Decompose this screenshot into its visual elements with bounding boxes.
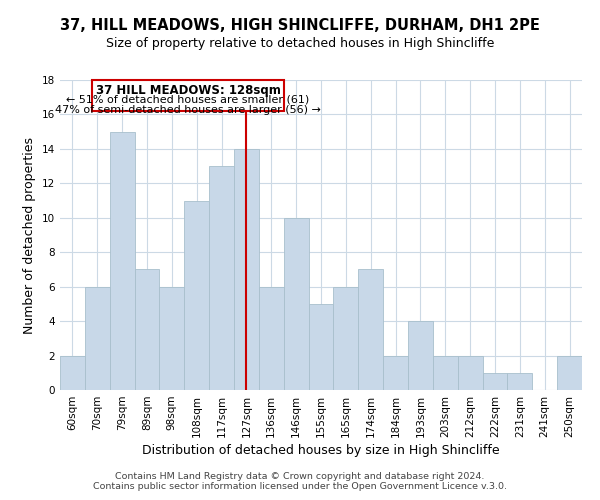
Bar [508,373,532,390]
Bar [433,356,458,390]
FancyBboxPatch shape [92,80,284,111]
Bar [85,286,110,390]
Text: ← 51% of detached houses are smaller (61): ← 51% of detached houses are smaller (61… [67,94,310,104]
Bar [557,356,582,390]
Bar [234,149,259,390]
Text: 37, HILL MEADOWS, HIGH SHINCLIFFE, DURHAM, DH1 2PE: 37, HILL MEADOWS, HIGH SHINCLIFFE, DURHA… [60,18,540,32]
Bar [284,218,308,390]
Y-axis label: Number of detached properties: Number of detached properties [23,136,37,334]
Bar [383,356,408,390]
Bar [308,304,334,390]
Bar [209,166,234,390]
Text: 47% of semi-detached houses are larger (56) →: 47% of semi-detached houses are larger (… [55,105,321,115]
Text: Size of property relative to detached houses in High Shincliffe: Size of property relative to detached ho… [106,38,494,51]
Bar [358,270,383,390]
Bar [408,321,433,390]
Bar [334,286,358,390]
Bar [259,286,284,390]
Bar [482,373,508,390]
X-axis label: Distribution of detached houses by size in High Shincliffe: Distribution of detached houses by size … [142,444,500,457]
Bar [160,286,184,390]
Bar [110,132,134,390]
Bar [60,356,85,390]
Text: Contains HM Land Registry data © Crown copyright and database right 2024.: Contains HM Land Registry data © Crown c… [115,472,485,481]
Bar [134,270,160,390]
Bar [458,356,482,390]
Bar [184,200,209,390]
Text: Contains public sector information licensed under the Open Government Licence v.: Contains public sector information licen… [93,482,507,491]
Text: 37 HILL MEADOWS: 128sqm: 37 HILL MEADOWS: 128sqm [95,84,280,98]
